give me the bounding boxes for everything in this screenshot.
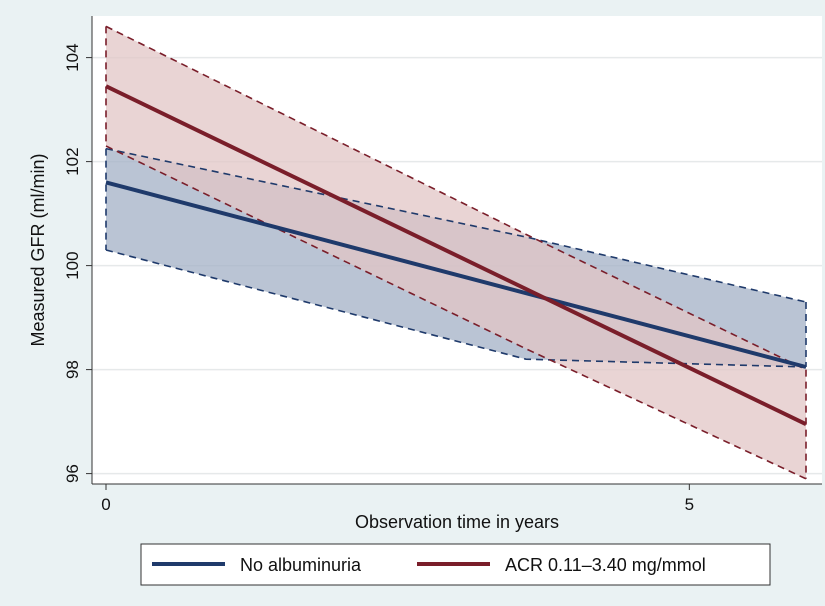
ci-lower-0 (105, 249, 807, 368)
y-tick-label-102: 102 (63, 147, 82, 175)
ticks: 96 98 100 102 104 0 5 (63, 43, 694, 514)
x-axis-title: Observation time in years (355, 512, 559, 532)
y-tick-label-100: 100 (63, 251, 82, 279)
confidence-bands (106, 26, 806, 479)
legend-label-no-albuminuria: No albuminuria (240, 555, 362, 575)
series-lines (105, 25, 807, 480)
ci-upper-1 (105, 25, 807, 371)
legend-label-acr: ACR 0.11–3.40 mg/mmol (505, 555, 706, 575)
series-line-1 (105, 84, 807, 427)
ci-band-1 (106, 26, 806, 479)
series-line-0 (105, 180, 807, 369)
y-tick-label-98: 98 (63, 360, 82, 379)
axes (91, 16, 822, 485)
y-tick-label-96: 96 (63, 464, 82, 483)
y-axis-title: Measured GFR (ml/min) (28, 153, 48, 346)
x-tick-label-0: 0 (101, 495, 110, 514)
x-tick-label-5: 5 (685, 495, 694, 514)
ci-lower-1 (105, 145, 807, 480)
legend: No albuminuria ACR 0.11–3.40 mg/mmol (140, 543, 771, 586)
y-tick-label-104: 104 (63, 43, 82, 71)
